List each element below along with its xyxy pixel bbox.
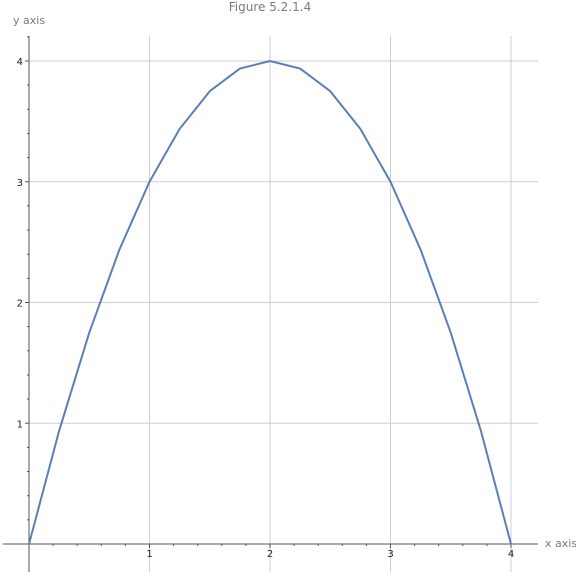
x-tick-label: 1	[146, 549, 152, 560]
x-tick-label: 4	[508, 549, 514, 560]
series-layer	[28, 60, 512, 545]
y-tick-label: 3	[17, 178, 23, 189]
series-line	[28, 60, 512, 545]
x-tick-label: 2	[267, 549, 273, 560]
ticks: 1 2 3 4 1 2 3 4	[17, 36, 514, 560]
x-axis-label: x axis	[545, 537, 576, 550]
y-tick-label: 2	[17, 299, 23, 310]
y-tick-label: 4	[17, 57, 23, 68]
chart-title: Figure 5.2.1.4	[229, 0, 311, 14]
y-tick-label: 1	[17, 419, 23, 430]
y-axis-label: y axis	[13, 14, 45, 27]
x-tick-label: 3	[387, 549, 393, 560]
grid	[29, 36, 538, 572]
